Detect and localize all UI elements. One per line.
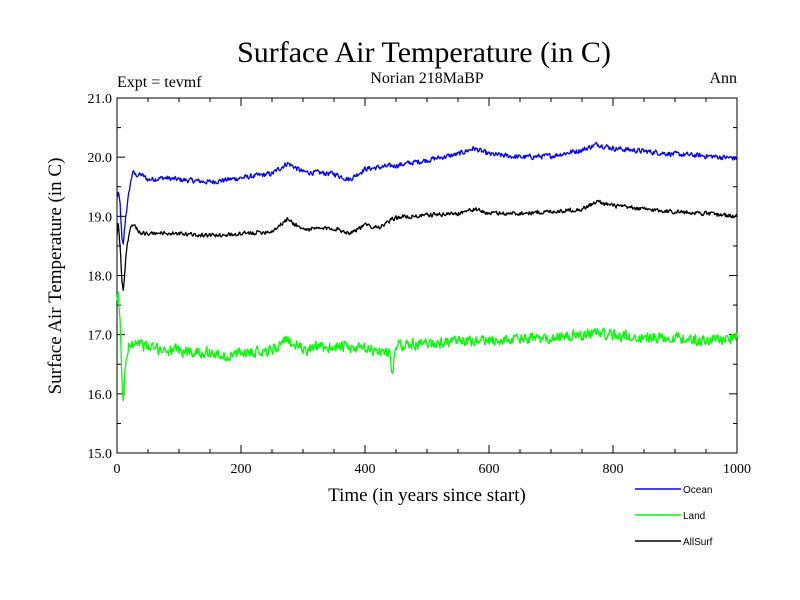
x-tick-label: 200 (231, 462, 252, 477)
series-line-allsurf (116, 199, 738, 291)
legend-label-land: Land (683, 511, 705, 522)
series-line-ocean (116, 141, 738, 245)
x-tick-label: 800 (603, 462, 624, 477)
y-tick-label: 21.0 (88, 92, 113, 107)
chart-title: Surface Air Temperature (in C) (237, 36, 611, 69)
subtitle-right: Ann (709, 70, 737, 87)
y-tick-label: 17.0 (88, 329, 113, 344)
y-tick-label: 19.0 (88, 210, 113, 225)
y-tick-label: 18.0 (88, 270, 113, 285)
x-axis-label: Time (in years since start) (328, 485, 526, 506)
legend: Ocean Land AllSurf (635, 485, 713, 548)
legend-label-allsurf: AllSurf (683, 537, 713, 548)
subtitle-left: Expt = tevmf (117, 74, 202, 91)
y-tick-label: 16.0 (88, 388, 113, 403)
legend-label-ocean: Ocean (683, 485, 712, 496)
y-tick-label: 15.0 (88, 447, 113, 462)
y-axis-label: Surface Air Temperature (in C) (45, 158, 66, 395)
series-line-land (116, 291, 738, 402)
x-tick-labels: 0 200 400 600 800 1000 (114, 462, 752, 477)
y-tick-labels: 15.0 16.0 17.0 18.0 19.0 20.0 21.0 (88, 92, 113, 462)
x-tick-label: 1000 (723, 462, 751, 477)
series-lines (116, 141, 738, 402)
x-tick-label: 0 (114, 462, 121, 477)
subtitle-center: Norian 218MaBP (370, 70, 483, 87)
axis-ticks (116, 97, 738, 454)
x-tick-label: 600 (479, 462, 500, 477)
x-tick-label: 400 (355, 462, 376, 477)
y-tick-label: 20.0 (88, 151, 113, 166)
